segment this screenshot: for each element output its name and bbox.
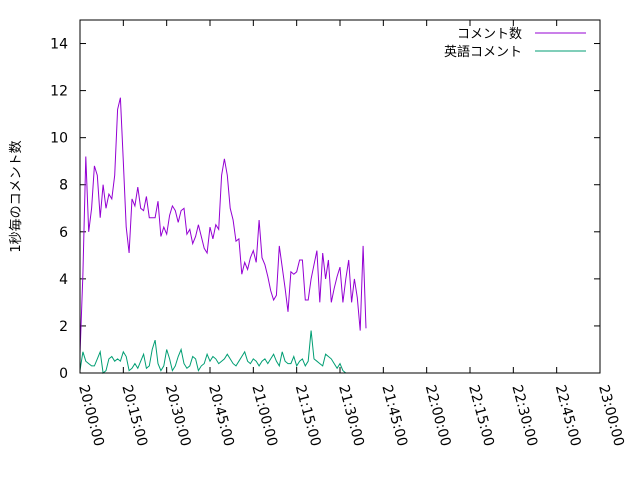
series-line-2 — [79, 330, 347, 374]
y-axis-label: 1秒毎のコメント数 — [8, 140, 24, 252]
x-tick-label: 20:30:00 — [162, 383, 194, 448]
x-tick-label: 21:15:00 — [292, 383, 324, 448]
y-tick-label: 4 — [59, 272, 68, 288]
x-tick-label: 21:45:00 — [378, 383, 410, 448]
y-tick-label: 10 — [50, 131, 68, 147]
x-tick-label: 22:15:00 — [465, 383, 497, 448]
y-tick-label: 2 — [59, 319, 68, 335]
x-tick-label: 23:00:00 — [595, 383, 627, 448]
legend-label-2: 英語コメント — [444, 44, 522, 60]
y-tick-label: 6 — [59, 225, 68, 241]
legend-label-1: コメント数 — [457, 27, 522, 42]
x-tick-label: 20:15:00 — [118, 383, 150, 448]
x-tick-label: 22:30:00 — [508, 383, 540, 448]
x-tick-label: 20:00:00 — [75, 383, 107, 448]
y-ticks: 0 2 4 6 8 10 12 14 — [50, 37, 600, 382]
y-tick-label: 14 — [50, 37, 68, 53]
x-ticks: 20:00:00 20:15:00 20:30:00 20:45:00 21:00:00… — [75, 20, 627, 448]
x-tick-label: 21:00:00 — [248, 383, 280, 448]
series-line-1 — [79, 97, 367, 355]
x-tick-label: 20:45:00 — [205, 383, 237, 448]
x-tick-label: 22:00:00 — [422, 383, 454, 448]
series-layer — [79, 97, 367, 374]
y-tick-label: 0 — [59, 366, 68, 382]
y-tick-label: 12 — [50, 84, 68, 100]
plot-frame — [79, 19, 601, 374]
y-tick-label: 8 — [59, 178, 68, 194]
x-tick-label: 21:30:00 — [335, 383, 367, 448]
x-tick-label: 22:45:00 — [552, 383, 584, 448]
